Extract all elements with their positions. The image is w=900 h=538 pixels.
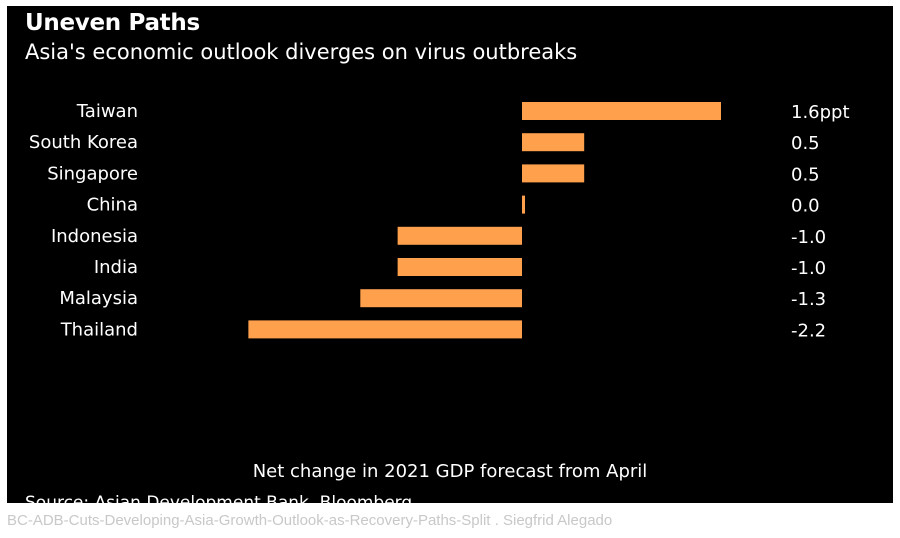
bar — [522, 164, 585, 183]
chart-panel: Uneven Paths Asia's economic outlook div… — [7, 6, 893, 503]
value-label: -1.0 — [791, 258, 826, 279]
bar — [248, 320, 522, 339]
chart-subtitle: Asia's economic outlook diverges on viru… — [25, 40, 578, 64]
value-label: 0.5 — [791, 133, 820, 154]
category-label: China — [87, 195, 138, 216]
bar — [360, 289, 522, 308]
category-label: Taiwan — [76, 101, 138, 122]
category-label: India — [94, 257, 138, 278]
source-note: Source: Asian Development Bank, Bloomber… — [25, 493, 413, 503]
bar — [397, 258, 522, 276]
category-label: Singapore — [47, 163, 138, 184]
value-label: -2.2 — [791, 320, 826, 341]
bar — [522, 195, 525, 214]
bar — [522, 133, 585, 152]
bar — [397, 226, 522, 245]
bar-chart: Taiwan 1.6ppt South Korea 0.5 Singapore 0.5 Ch… — [29, 101, 850, 341]
category-label: Thailand — [60, 319, 138, 340]
category-label: Indonesia — [51, 226, 138, 247]
bar — [522, 102, 721, 120]
chart-title: Uneven Paths — [25, 10, 200, 36]
category-label: Malaysia — [59, 288, 138, 309]
value-label: 1.6ppt — [791, 102, 850, 123]
value-label: 0.0 — [791, 196, 820, 217]
x-axis-label: Net change in 2021 GDP forecast from Apr… — [252, 461, 648, 482]
value-label: -1.3 — [791, 289, 826, 310]
category-label: South Korea — [29, 132, 138, 153]
value-label: -1.0 — [791, 227, 826, 248]
image-caption: BC-ADB-Cuts-Developing-Asia-Growth-Outlo… — [7, 512, 613, 529]
value-label: 0.5 — [791, 164, 820, 185]
